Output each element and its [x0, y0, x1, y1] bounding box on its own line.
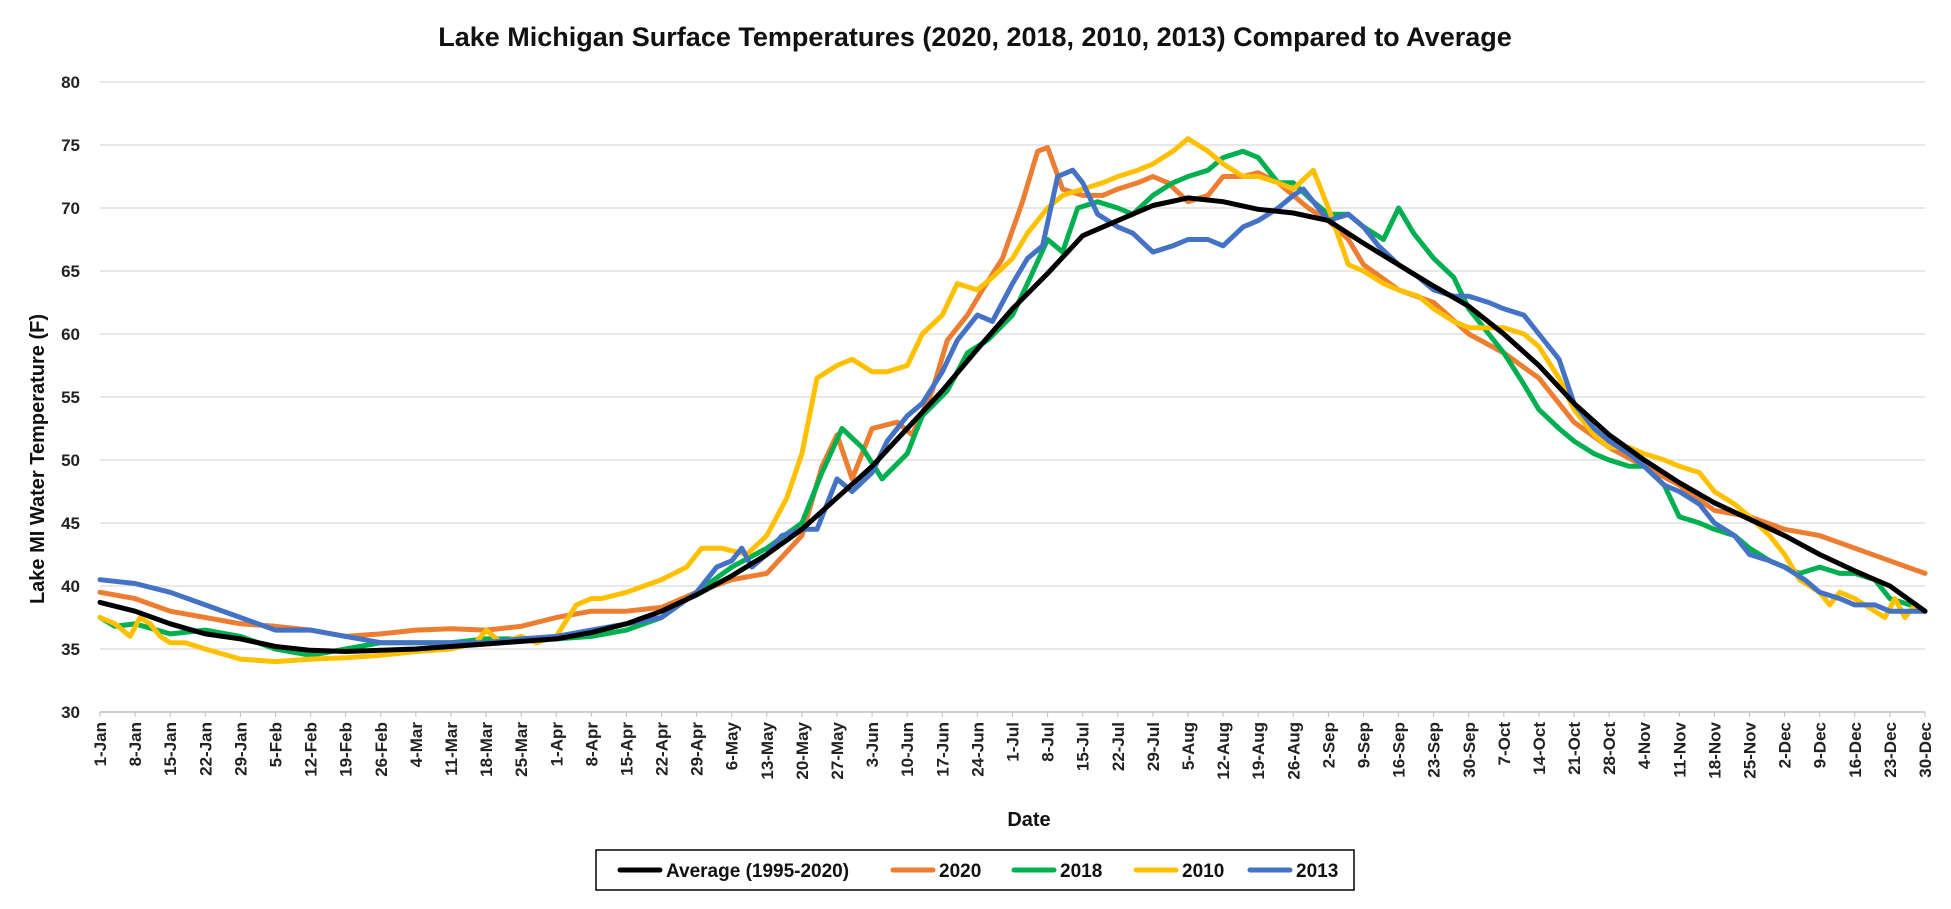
- x-tick-label: 9-Sep: [1354, 722, 1373, 768]
- chart-title: Lake Michigan Surface Temperatures (2020…: [438, 22, 1512, 52]
- x-tick-label: 15-Apr: [617, 722, 636, 776]
- x-tick-label: 2-Dec: [1776, 722, 1795, 768]
- x-tick-label: 3-Jun: [863, 722, 882, 767]
- x-tick-label: 20-May: [793, 721, 812, 779]
- x-tick-label: 15-Jul: [1074, 722, 1093, 771]
- x-tick-label: 25-Nov: [1741, 721, 1760, 778]
- y-axis-ticks: 30 35 40 45 50 55 60 65 70 75 80: [61, 73, 80, 722]
- y-tick-label: 35: [61, 640, 80, 659]
- x-tick-label: 1-Jul: [1004, 722, 1023, 762]
- y-tick-label: 30: [61, 703, 80, 722]
- y-axis-label: Lake MI Water Temperature (F): [27, 314, 49, 604]
- y-tick-label: 65: [61, 262, 80, 281]
- legend-items: Average (1995-2020) 2020 2018 2010 2013: [617, 861, 1338, 882]
- x-tick-label: 30-Dec: [1916, 722, 1935, 778]
- x-tick-label: 5-Feb: [266, 722, 285, 767]
- x-tick-label: 4-Mar: [407, 722, 426, 768]
- y-tick-label: 50: [61, 451, 80, 470]
- x-tick-label: 14-Oct: [1530, 722, 1549, 775]
- x-tick-label: 26-Aug: [1284, 722, 1303, 780]
- x-tick-label: 21-Oct: [1565, 722, 1584, 775]
- x-tick-label: 30-Sep: [1460, 722, 1479, 778]
- x-tick-label: 8-Jul: [1039, 722, 1058, 762]
- x-tick-label: 4-Nov: [1635, 721, 1654, 769]
- x-tick-label: 27-May: [828, 721, 847, 779]
- x-tick-label: 1-Apr: [547, 722, 566, 767]
- x-axis-ticks: 1-Jan 8-Jan 15-Jan 22-Jan 29-Jan 5-Feb 12-Feb 1…: [91, 712, 1935, 780]
- x-tick-label: 25-Mar: [512, 722, 531, 777]
- legend: Average (1995-2020) 2020 2018 2010 2013: [595, 849, 1355, 891]
- y-tick-label: 55: [61, 388, 80, 407]
- x-tick-label: 23-Dec: [1881, 722, 1900, 778]
- legend-label-2020: 2020: [939, 861, 981, 882]
- x-tick-label: 8-Jan: [126, 722, 145, 766]
- x-tick-label: 12-Feb: [302, 722, 321, 777]
- x-tick-label: 23-Sep: [1425, 722, 1444, 778]
- x-tick-label: 8-Apr: [582, 722, 601, 767]
- x-tick-label: 19-Feb: [337, 722, 356, 777]
- y-tick-label: 60: [61, 325, 80, 344]
- y-tick-label: 70: [61, 199, 80, 218]
- series-lines: [97, 136, 1928, 665]
- x-tick-label: 28-Oct: [1600, 722, 1619, 775]
- x-tick-label: 29-Jan: [231, 722, 250, 776]
- x-tick-label: 7-Oct: [1495, 722, 1514, 766]
- legend-box: [595, 849, 1355, 891]
- legend-label-2010: 2010: [1182, 861, 1224, 882]
- x-tick-label: 15-Jan: [161, 722, 180, 776]
- x-axis-label: Date: [1007, 809, 1050, 831]
- legend-label-average-1995-2020: Average (1995-2020): [666, 861, 849, 882]
- series-line-2013: [97, 167, 1928, 646]
- x-tick-label: 2-Sep: [1319, 722, 1338, 768]
- x-tick-label: 26-Feb: [372, 722, 391, 777]
- x-tick-label: 17-Jun: [933, 722, 952, 777]
- series-line-2020: [97, 145, 1928, 639]
- x-tick-label: 11-Nov: [1670, 721, 1689, 777]
- x-tick-label: 16-Dec: [1846, 722, 1865, 778]
- x-tick-label: 18-Nov: [1705, 721, 1724, 778]
- y-tick-label: 75: [61, 136, 80, 155]
- y-tick-label: 45: [61, 514, 80, 533]
- x-tick-label: 12-Aug: [1214, 722, 1233, 780]
- x-tick-label: 11-Mar: [442, 722, 461, 776]
- x-tick-label: 24-Jun: [968, 722, 987, 777]
- x-tick-label: 29-Apr: [688, 722, 707, 776]
- x-tick-label: 1-Jan: [91, 722, 110, 766]
- x-tick-label: 9-Dec: [1811, 722, 1830, 768]
- x-tick-label: 18-Mar: [477, 722, 496, 777]
- x-tick-label: 22-Apr: [653, 722, 672, 776]
- y-tick-label: 40: [61, 577, 80, 596]
- y-tick-label: 80: [61, 73, 80, 92]
- x-tick-label: 6-May: [723, 721, 742, 770]
- legend-label-2018: 2018: [1060, 861, 1102, 882]
- series-line-2010: [97, 136, 1928, 665]
- x-tick-label: 29-Jul: [1144, 722, 1163, 771]
- x-tick-label: 10-Jun: [898, 722, 917, 777]
- x-tick-label: 19-Aug: [1249, 722, 1268, 780]
- gridlines: [100, 81, 1925, 650]
- x-tick-label: 5-Aug: [1179, 722, 1198, 770]
- legend-label-2013: 2013: [1296, 861, 1338, 882]
- series-line-average-1995-2020: [97, 195, 1928, 654]
- x-tick-label: 22-Jan: [196, 722, 215, 776]
- x-tick-label: 13-May: [758, 721, 777, 779]
- x-tick-label: 16-Sep: [1390, 722, 1409, 778]
- x-tick-label: 22-Jul: [1109, 722, 1128, 771]
